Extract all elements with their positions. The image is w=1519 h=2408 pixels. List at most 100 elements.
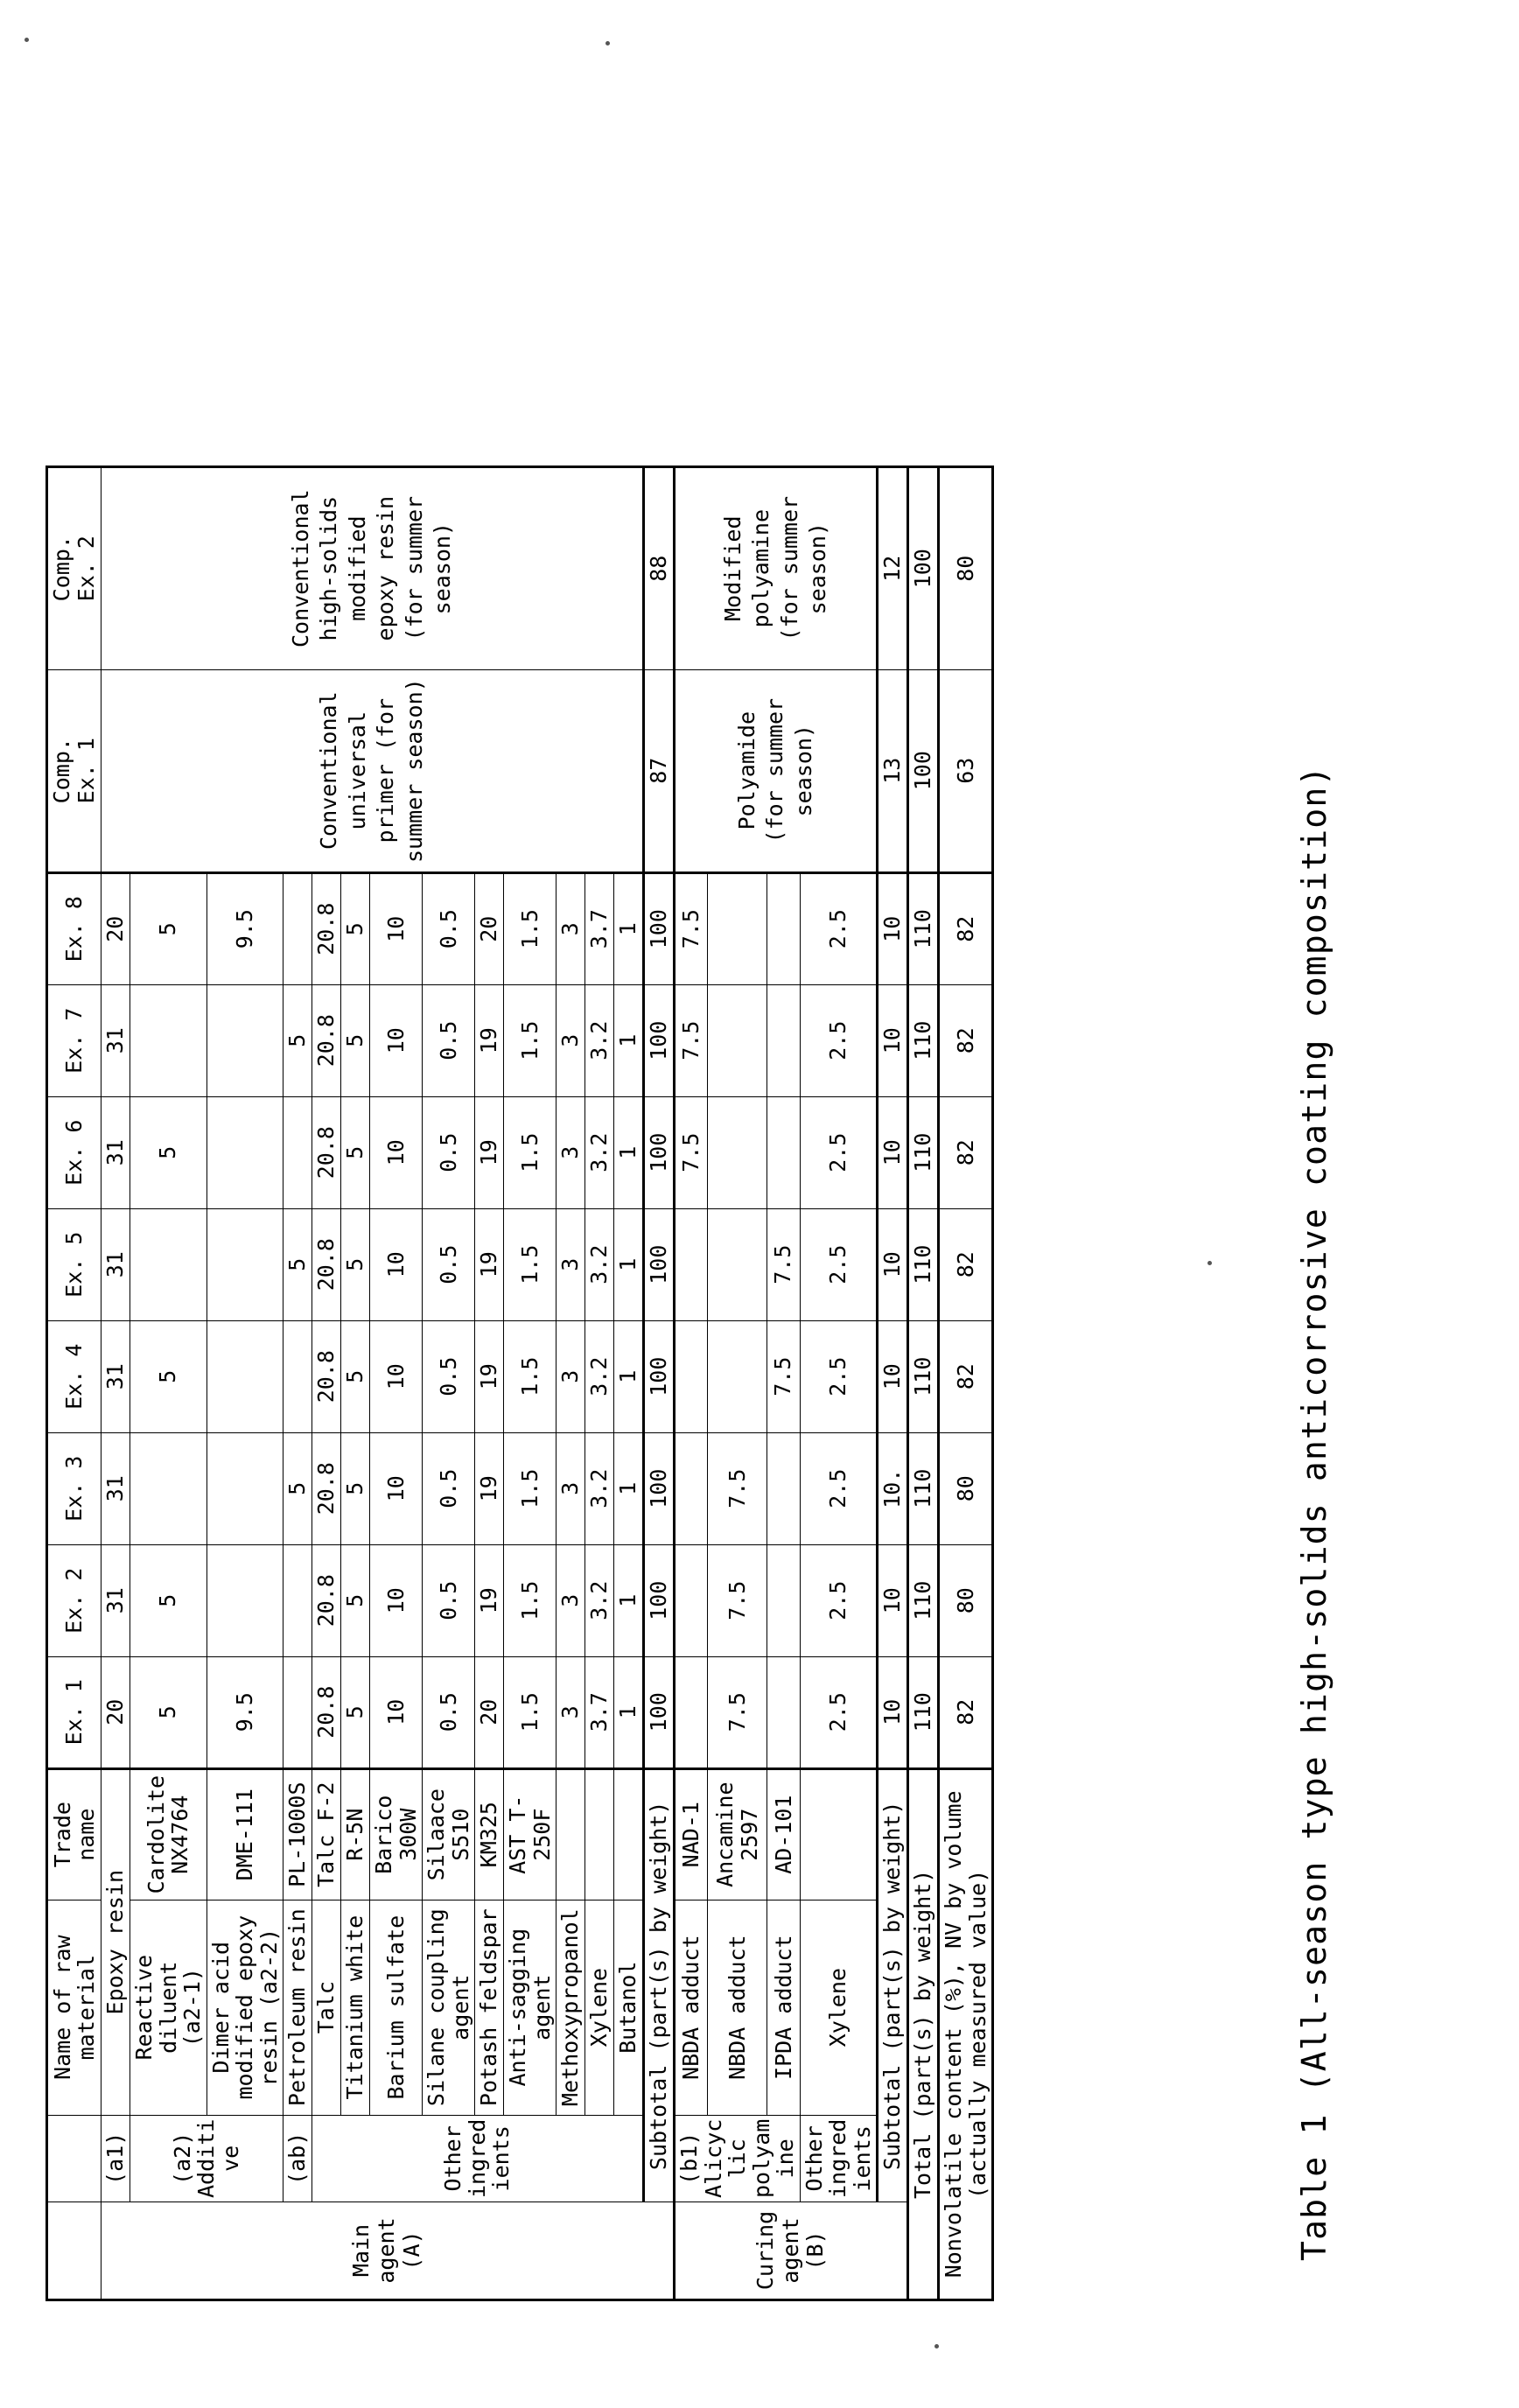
value-example-8	[708, 872, 767, 984]
value-example-4: 19	[475, 1320, 504, 1432]
total-comp-ex-2: 100	[908, 466, 939, 669]
trade-name: Cardolite NX4764	[130, 1768, 207, 1900]
material-name: Talc	[312, 1900, 341, 2115]
value-example-1	[767, 1656, 800, 1768]
trade-name: R-5N	[341, 1768, 370, 1900]
value-example-5	[675, 1208, 708, 1320]
value-example-8: 20.8	[312, 872, 341, 984]
trade-name: Silaace S510	[423, 1768, 475, 1900]
trade-name	[556, 1768, 585, 1900]
material-name: Petroleum resin	[284, 1900, 312, 2115]
header-group-corner	[47, 2202, 102, 2300]
value-example-7: 31	[102, 984, 130, 1096]
subgroup-b1-alicyclic-polyamine: (b1) Alicyc lic polyam ine	[675, 2115, 801, 2202]
value-example-5: 0.5	[423, 1208, 475, 1320]
header-name-of-raw-material: Name of raw material	[47, 1900, 102, 2115]
material-name: Titanium white	[341, 1900, 370, 2115]
scan-speck	[24, 38, 29, 42]
value-example-3: 5	[341, 1432, 370, 1544]
value-example-6: 19	[475, 1096, 504, 1208]
value-example-8: 3.7	[585, 872, 614, 984]
header-subgroup-corner	[47, 2115, 102, 2202]
value-example-3: 20.8	[312, 1432, 341, 1544]
total-value-6: 110	[908, 1096, 939, 1208]
subtotal-curing-label: Subtotal (part(s) by weight)	[878, 1768, 908, 2202]
header-example-3: Ex. 3	[47, 1432, 102, 1544]
value-example-8: 9.5	[206, 872, 284, 984]
value-example-6: 20.8	[312, 1096, 341, 1208]
value-example-8: 5	[130, 872, 207, 984]
comp-ex-1-curing-description: Polyamide (for summer season)	[675, 669, 878, 872]
nonvolatile-value-7: 82	[939, 984, 993, 1096]
value-example-3	[130, 1432, 207, 1544]
value-example-4: 3	[556, 1320, 585, 1432]
value-example-7: 3.2	[585, 984, 614, 1096]
value-example-4: 5	[130, 1320, 207, 1432]
composition-table: Name of raw materialTrade nameEx. 1Ex. 2…	[46, 466, 994, 2301]
value-example-6: 7.5	[675, 1096, 708, 1208]
value-example-4: 0.5	[423, 1320, 475, 1432]
value-example-2: 1.5	[504, 1544, 556, 1656]
value-example-2: 5	[130, 1544, 207, 1656]
value-example-8: 1	[614, 872, 644, 984]
value-example-7: 5	[284, 984, 312, 1096]
value-example-4: 31	[102, 1320, 130, 1432]
value-example-1	[284, 1656, 312, 1768]
value-example-3: 31	[102, 1432, 130, 1544]
nonvolatile-value-6: 82	[939, 1096, 993, 1208]
subtotal-main-value-3: 100	[644, 1432, 675, 1544]
header-example-1: Ex. 1	[47, 1656, 102, 1768]
value-example-1: 20.8	[312, 1656, 341, 1768]
subtotal-curing-value-4: 10	[878, 1320, 908, 1432]
material-name: Butanol	[614, 1900, 644, 2115]
nonvolatile-value-5: 82	[939, 1208, 993, 1320]
total-row: Total (part(s) by weight)110110110110110…	[908, 466, 939, 2300]
value-example-1: 7.5	[708, 1656, 767, 1768]
value-example-4: 20.8	[312, 1320, 341, 1432]
value-example-3: 1	[614, 1432, 644, 1544]
value-example-2: 1	[614, 1544, 644, 1656]
value-example-5: 1.5	[504, 1208, 556, 1320]
total-value-7: 110	[908, 984, 939, 1096]
total-value-5: 110	[908, 1208, 939, 1320]
nonvolatile-value-4: 82	[939, 1320, 993, 1432]
trade-name: AST T- 250F	[504, 1768, 556, 1900]
value-example-2: 2.5	[800, 1544, 878, 1656]
subgroup-other-ingredients-main: Other ingred ients	[312, 2115, 644, 2202]
value-example-7: 5	[341, 984, 370, 1096]
page-title: Table 1 (All-season type high-solids ant…	[1295, 765, 1334, 2261]
material-row: Main agent (A)(a1)Epoxy resin20313131313…	[102, 466, 130, 2300]
subtotal-main-value-4: 100	[644, 1320, 675, 1432]
subtotal-main-row: Subtotal (part(s) by weight)100100100100…	[644, 466, 675, 2300]
subtotal-curing-comp-ex-2: 12	[878, 466, 908, 669]
total-label: Total (part(s) by weight)	[908, 1768, 939, 2300]
scan-speck	[606, 41, 610, 46]
nonvolatile-value-3: 80	[939, 1432, 993, 1544]
value-example-1: 9.5	[206, 1656, 284, 1768]
value-example-7	[767, 984, 800, 1096]
value-example-5: 19	[475, 1208, 504, 1320]
value-example-7: 7.5	[675, 984, 708, 1096]
value-example-3: 3.2	[585, 1432, 614, 1544]
subtotal-main-value-8: 100	[644, 872, 675, 984]
table-header-row: Name of raw materialTrade nameEx. 1Ex. 2…	[47, 466, 102, 2300]
trade-name	[614, 1768, 644, 1900]
value-example-6	[284, 1096, 312, 1208]
value-example-2: 19	[475, 1544, 504, 1656]
value-example-6: 1	[614, 1096, 644, 1208]
value-example-8: 2.5	[800, 872, 878, 984]
value-example-2	[206, 1544, 284, 1656]
value-example-2	[284, 1544, 312, 1656]
value-example-5: 2.5	[800, 1208, 878, 1320]
value-example-1: 20	[102, 1656, 130, 1768]
value-example-3: 3	[556, 1432, 585, 1544]
comp-ex-2-main-description: Conventional high-solids modified epoxy …	[102, 466, 644, 669]
nonvolatile-comp-ex-2: 80	[939, 466, 993, 669]
value-example-4	[675, 1320, 708, 1432]
value-example-2: 3.2	[585, 1544, 614, 1656]
value-example-5: 31	[102, 1208, 130, 1320]
header-trade-name: Trade name	[47, 1768, 102, 1900]
total-value-8: 110	[908, 872, 939, 984]
total-comp-ex-1: 100	[908, 669, 939, 872]
total-value-2: 110	[908, 1544, 939, 1656]
